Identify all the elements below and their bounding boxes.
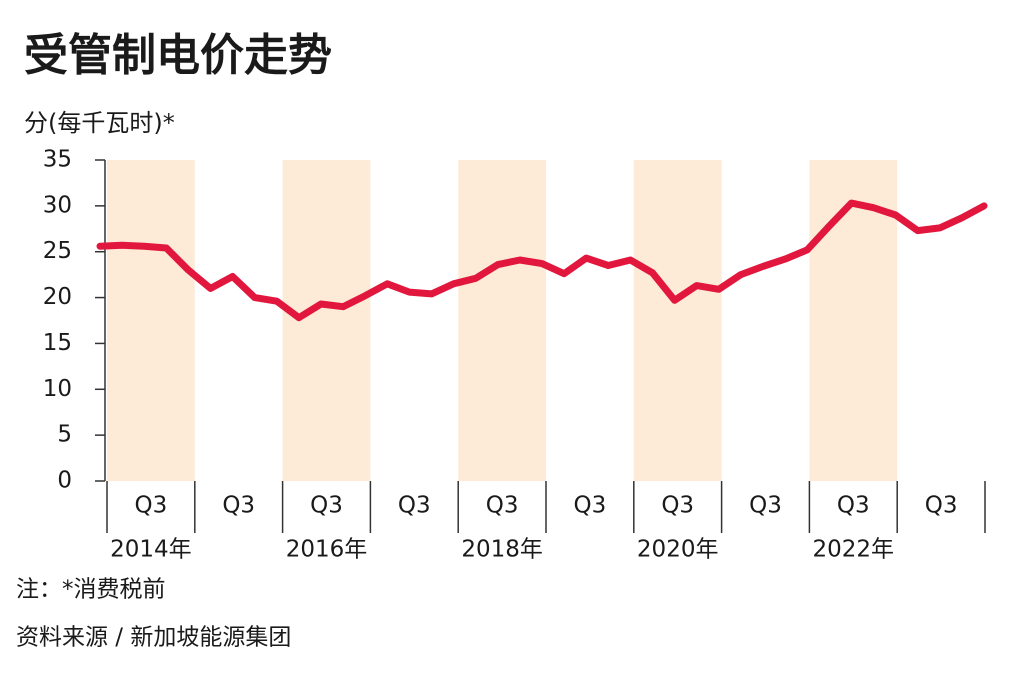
x-tick-label: Q3 xyxy=(398,493,431,519)
x-tick-label: Q3 xyxy=(837,493,870,519)
x-tick-label: Q3 xyxy=(574,493,607,519)
year-label: 2020年 xyxy=(637,537,719,563)
x-tick-label: Q3 xyxy=(749,493,782,519)
y-tick-label: 10 xyxy=(43,376,72,402)
x-tick-label: Q3 xyxy=(222,493,255,519)
y-axis-label: 分(每千瓦时)* xyxy=(24,109,175,137)
y-tick-label: 25 xyxy=(43,238,72,264)
y-tick-label: 20 xyxy=(43,284,72,310)
x-tick-label: Q3 xyxy=(486,493,519,519)
x-tick-label: Q3 xyxy=(925,493,958,519)
year-label: 2018年 xyxy=(461,537,543,563)
y-tick-label: 15 xyxy=(43,330,72,356)
y-tick-label: 35 xyxy=(43,147,72,173)
x-tick-label: Q3 xyxy=(310,493,343,519)
y-tick-label: 5 xyxy=(57,422,72,448)
year-label: 2014年 xyxy=(110,537,192,563)
year-band xyxy=(633,160,722,481)
year-label: 2022年 xyxy=(813,537,895,563)
x-tick-label: Q3 xyxy=(135,493,168,519)
y-tick-label: 0 xyxy=(57,468,72,494)
year-band xyxy=(107,160,195,481)
year-band xyxy=(458,160,546,481)
year-label: 2016年 xyxy=(286,537,368,563)
chart-title: 受管制电价走势 xyxy=(24,30,332,81)
price-line xyxy=(96,199,988,322)
note: 注：*消费税前 xyxy=(16,577,166,603)
source: 资料来源 / 新加坡能源集团 xyxy=(16,625,291,651)
x-tick-label: Q3 xyxy=(661,493,694,519)
year-band xyxy=(282,160,371,481)
y-tick-label: 30 xyxy=(43,192,72,218)
